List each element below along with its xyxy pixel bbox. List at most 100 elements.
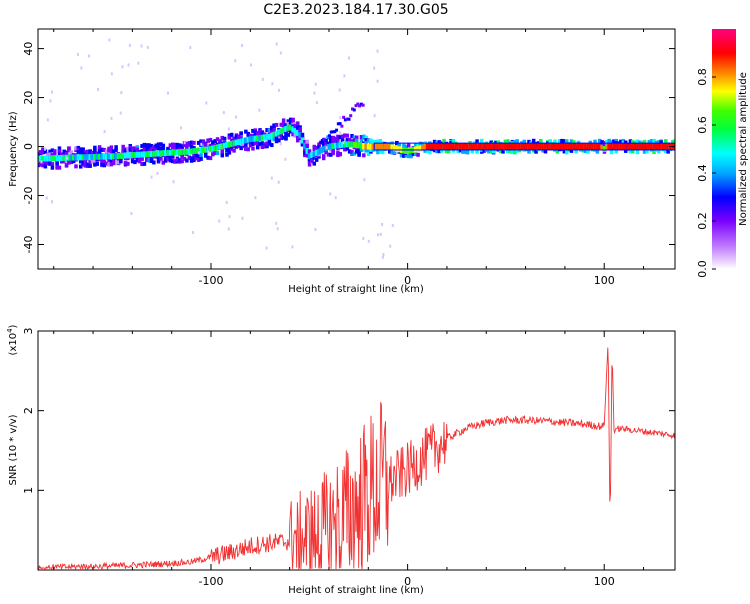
heatmap-cell [539, 139, 543, 144]
heatmap-cell [130, 156, 135, 161]
heatmap-cell [97, 146, 102, 151]
heatmap-cell [90, 150, 95, 155]
heatmap-cell [234, 139, 239, 146]
heatmap-cell [392, 150, 397, 155]
heatmap-cell [170, 145, 175, 150]
heatmap-cell [623, 148, 628, 153]
heatmap-cell [154, 150, 158, 157]
heatmap-cell [593, 143, 597, 150]
heatmap-noise [45, 196, 48, 200]
heatmap-cell [413, 151, 418, 156]
heatmap-cell [126, 152, 130, 159]
heatmap-cell [135, 145, 140, 150]
heatmap-cell [614, 149, 619, 154]
heatmap-noise [291, 245, 294, 249]
heatmap-cell [211, 140, 215, 145]
heatmap-cell [270, 128, 274, 133]
heatmap-cell [409, 147, 413, 154]
heatmap-cell [366, 143, 371, 150]
heatmap-cell [126, 161, 130, 166]
heatmap-cell [156, 142, 161, 147]
heatmap-cell [600, 144, 604, 151]
svg-text:(x104): (x104) [6, 324, 19, 355]
heatmap-cell [331, 143, 335, 150]
heatmap-cell [154, 144, 158, 149]
heatmap-cell [128, 152, 133, 159]
heatmap-cell [109, 153, 114, 160]
heatmap-cell [588, 143, 593, 150]
heatmap-streak [336, 122, 340, 126]
heatmap-cell [78, 164, 83, 169]
heatmap-cell [57, 155, 62, 162]
heatmap-cell [189, 156, 194, 161]
heatmap-cell [111, 157, 116, 162]
heatmap-cell [505, 139, 510, 144]
heatmap-cell [229, 147, 234, 152]
heatmap-cell [272, 123, 276, 128]
heatmap-cell [220, 143, 225, 150]
heatmap-cell [152, 160, 156, 165]
heatmap-cell [55, 155, 59, 162]
heatmap-noise [313, 91, 316, 95]
spectrogram-xtick-label: 100 [594, 274, 615, 287]
heatmap-cell [133, 149, 137, 154]
heatmap-cell [220, 135, 225, 140]
heatmap-cell [572, 143, 576, 150]
heatmap-noise [172, 180, 175, 184]
heatmap-cell [359, 135, 364, 140]
heatmap-cell [451, 143, 456, 150]
heatmap-noise [225, 201, 228, 205]
heatmap-cell [336, 136, 340, 141]
heatmap-cell [57, 165, 62, 170]
heatmap-cell [465, 143, 470, 150]
heatmap-noise [87, 54, 90, 58]
heatmap-cell [590, 143, 595, 150]
heatmap-cell [642, 139, 647, 144]
heatmap-cell [456, 149, 460, 154]
heatmap-cell [232, 148, 236, 153]
heatmap-cell [331, 135, 335, 140]
heatmap-cell [612, 139, 616, 144]
heatmap-cell [62, 159, 66, 164]
heatmap-cell [468, 143, 472, 150]
heatmap-cell [376, 139, 380, 144]
heatmap-cell [173, 142, 177, 147]
heatmap-noise [207, 150, 210, 154]
heatmap-cell [121, 149, 125, 154]
heatmap-cell [343, 133, 347, 138]
heatmap-cell [562, 149, 567, 154]
heatmap-cell [156, 146, 161, 151]
heatmap-cell [265, 144, 269, 149]
heatmap-cell [296, 121, 300, 126]
heatmap-cell [357, 148, 361, 153]
heatmap-cell [574, 149, 578, 154]
heatmap-cell [192, 140, 196, 145]
heatmap-cell [480, 138, 484, 143]
heatmap-cell [140, 144, 144, 149]
heatmap-cell [281, 127, 286, 134]
heatmap-cell [418, 141, 423, 146]
heatmap-noise [103, 130, 106, 134]
heatmap-streak [343, 118, 347, 122]
heatmap-cell [45, 153, 50, 158]
heatmap-cell [338, 135, 342, 140]
heatmap-cell [140, 149, 144, 154]
heatmap-noise [241, 216, 244, 220]
heatmap-cell [329, 135, 333, 140]
heatmap-cell [652, 150, 656, 155]
heatmap-cell [109, 162, 114, 167]
heatmap-noise [189, 46, 192, 50]
heatmap-cell [204, 146, 208, 153]
heatmap-cell [397, 146, 401, 153]
heatmap-cell [211, 143, 215, 148]
heatmap-cell [265, 128, 269, 133]
heatmap-cell [562, 139, 567, 144]
heatmap-cell [524, 143, 529, 150]
heatmap-cell [199, 153, 203, 158]
heatmap-cell [86, 149, 90, 154]
heatmap-cell [196, 140, 201, 145]
heatmap-cell [102, 163, 107, 168]
heatmap-cell [447, 143, 451, 150]
heatmap-cell [107, 153, 111, 160]
